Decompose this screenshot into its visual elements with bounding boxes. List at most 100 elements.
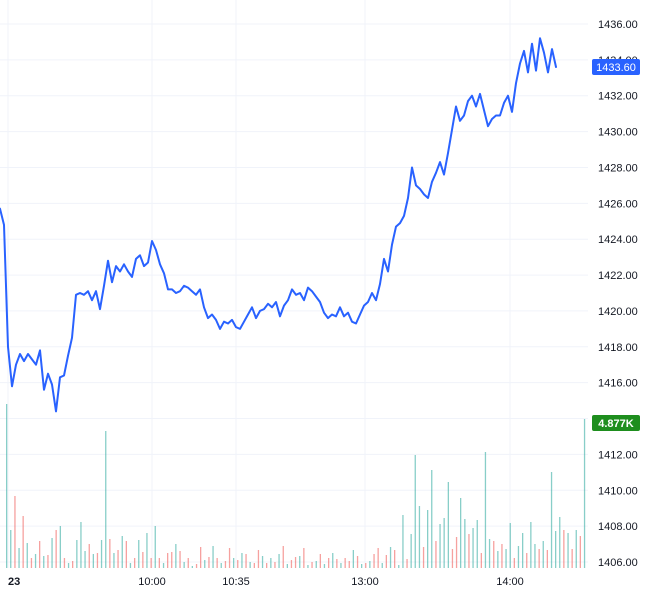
volume-bar bbox=[113, 553, 115, 568]
volume-bar bbox=[340, 563, 342, 568]
volume-bar bbox=[22, 516, 24, 568]
volume-bar bbox=[406, 559, 408, 568]
volume-bar bbox=[290, 560, 293, 568]
volume-bar bbox=[34, 554, 37, 568]
volume-bar bbox=[402, 515, 404, 568]
last-price-badge-bg bbox=[592, 59, 640, 75]
volume-bar bbox=[377, 548, 379, 568]
volume-bar bbox=[105, 431, 107, 568]
volume-bar bbox=[261, 556, 264, 568]
volume-bar bbox=[361, 564, 363, 568]
volume-bar bbox=[270, 558, 272, 568]
volume-bar bbox=[410, 534, 412, 568]
volume-bar bbox=[555, 531, 557, 568]
volume-bar bbox=[307, 565, 309, 568]
y-tick-label: 1416.00 bbox=[598, 378, 638, 390]
volume-bar bbox=[447, 482, 449, 568]
volume-bar bbox=[480, 553, 482, 568]
volume-bar bbox=[125, 541, 127, 568]
volume-bar bbox=[208, 557, 210, 568]
last-price-marker: 1433.60 bbox=[592, 59, 640, 75]
volume-marker: 4.877K bbox=[592, 415, 640, 431]
volume-bar bbox=[183, 562, 185, 568]
volume-bar bbox=[146, 533, 148, 568]
volume-bar bbox=[431, 470, 433, 568]
volume-bar bbox=[550, 472, 553, 568]
volume-bar bbox=[100, 540, 103, 568]
volume-bar bbox=[212, 546, 214, 568]
y-tick-label: 1418.00 bbox=[598, 342, 638, 354]
volume-bar bbox=[282, 546, 284, 568]
volume-bar bbox=[398, 565, 400, 568]
volume-bar bbox=[158, 558, 160, 568]
volume-bar bbox=[63, 558, 66, 568]
y-tick-label: 1430.00 bbox=[598, 127, 638, 139]
volume-bar bbox=[315, 561, 317, 568]
volume-bar bbox=[418, 506, 421, 568]
volume-bar bbox=[563, 530, 565, 568]
volume-bar bbox=[559, 517, 561, 568]
volume-bar bbox=[224, 561, 227, 568]
volume-bar bbox=[59, 526, 61, 568]
volume-bar bbox=[365, 563, 367, 568]
volume-bar bbox=[493, 541, 495, 568]
volume-bar bbox=[472, 528, 474, 568]
volume-bar bbox=[319, 554, 321, 568]
volume-bar bbox=[257, 550, 260, 568]
volume-bar bbox=[385, 555, 387, 568]
y-tick-label: 1426.00 bbox=[598, 198, 638, 210]
volume-bars bbox=[6, 404, 586, 568]
volume-bar bbox=[389, 547, 392, 568]
volume-bar bbox=[484, 452, 487, 568]
volume-bar bbox=[150, 558, 152, 568]
volume-bar bbox=[286, 564, 288, 568]
y-tick-label: 1408.00 bbox=[598, 521, 638, 533]
volume-bar bbox=[200, 547, 202, 568]
volume-bar bbox=[299, 556, 301, 568]
volume-bar bbox=[72, 561, 74, 568]
volume-bar bbox=[175, 544, 177, 568]
volume-bar bbox=[10, 530, 12, 568]
volume-bar bbox=[505, 549, 507, 568]
x-tick-label: 10:35 bbox=[222, 576, 250, 588]
volume-bar bbox=[328, 558, 330, 568]
volume-bar bbox=[356, 556, 359, 568]
volume-bar bbox=[191, 566, 193, 568]
volume-bar bbox=[220, 563, 222, 568]
y-tick-label: 1406.00 bbox=[598, 557, 638, 569]
volume-bar bbox=[373, 554, 375, 568]
volume-bar bbox=[121, 536, 123, 568]
volume-bar bbox=[352, 550, 354, 568]
x-tick-label: 14:00 bbox=[496, 576, 524, 588]
volume-bar bbox=[476, 520, 478, 568]
y-tick-label: 1420.00 bbox=[598, 306, 638, 318]
volume-bar bbox=[96, 553, 99, 568]
volume-bar bbox=[134, 558, 136, 568]
volume-bar bbox=[567, 533, 569, 568]
volume-bar bbox=[571, 549, 573, 568]
volume-bar bbox=[530, 522, 532, 568]
volume-bar bbox=[394, 550, 396, 568]
price-line bbox=[0, 37, 557, 413]
volume-bar bbox=[253, 563, 255, 568]
volume-bar bbox=[179, 551, 181, 568]
volume-label: 4.877K bbox=[598, 418, 634, 430]
x-tick-label: 13:00 bbox=[351, 576, 379, 588]
volume-bar bbox=[583, 419, 586, 568]
volume-bar bbox=[546, 550, 548, 568]
volume-bar bbox=[427, 510, 429, 568]
volume-bar bbox=[47, 555, 49, 568]
volume-bar bbox=[43, 556, 45, 568]
y-tick-label: 1428.00 bbox=[598, 162, 638, 174]
volume-bar bbox=[517, 546, 520, 568]
volume-bar bbox=[129, 563, 132, 568]
volume-bar bbox=[534, 544, 536, 568]
volume-bar bbox=[88, 544, 90, 568]
volume-bar bbox=[76, 540, 78, 568]
volume-bar bbox=[55, 530, 57, 568]
volume-bar bbox=[117, 550, 119, 568]
volume-bar bbox=[509, 523, 511, 568]
volume-bar bbox=[513, 558, 515, 568]
volume-bar bbox=[241, 553, 243, 568]
